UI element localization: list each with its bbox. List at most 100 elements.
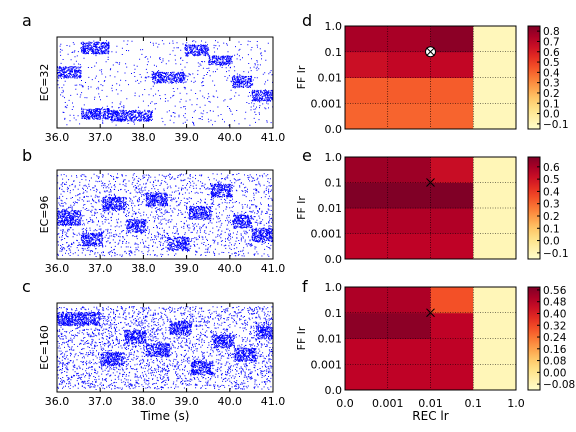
- y-tick-label: 0.0: [325, 253, 343, 266]
- y-tick-label: 0.1: [325, 177, 343, 190]
- y-tick-label: 0.0: [325, 123, 343, 136]
- x-tick-label: 40.0: [218, 131, 243, 144]
- y-axis-label: EC=32: [38, 64, 51, 102]
- colorbar-tick-label: 0.0: [543, 236, 560, 248]
- heatmap-cell: [430, 51, 474, 78]
- heatmap-cell: [430, 287, 474, 314]
- spike-raster: [57, 173, 273, 257]
- colorbar-tick-label: 0.2: [543, 88, 560, 100]
- panel-label: a: [22, 11, 32, 30]
- marker-x: [426, 178, 435, 187]
- heatmap-cell: [345, 233, 389, 260]
- x-tick-label: 41.0: [261, 262, 286, 275]
- colorbar-tick-label: −0.1: [543, 248, 569, 260]
- x-tick-label: 0.0: [336, 397, 354, 410]
- x-tick-label: 1.0: [507, 397, 525, 410]
- spike-raster: [57, 306, 273, 390]
- x-tick-label: 40.0: [218, 262, 243, 275]
- heatmap-cell: [387, 233, 431, 260]
- heatmap-cell: [473, 26, 517, 53]
- heatmap-cell: [473, 51, 517, 78]
- raster-frame: [56, 36, 274, 129]
- spikes: [57, 173, 273, 257]
- raster-frame: [56, 302, 274, 393]
- y-tick-label: 0.01: [318, 202, 343, 215]
- colorbar-tick-label: 0.6: [543, 47, 560, 59]
- x-tick-label: 39.0: [174, 131, 199, 144]
- x-tick-label: 36.0: [45, 262, 70, 275]
- heatmap-cell: [345, 287, 389, 314]
- heatmap-cell: [473, 182, 517, 209]
- heatmap-cell: [473, 77, 517, 104]
- heatmap-cell: [345, 157, 389, 183]
- x-tick-label: 0.1: [465, 397, 483, 410]
- heatmap-cell: [387, 364, 431, 391]
- heatmap-cell: [387, 208, 431, 234]
- colorbar-tick-label: 0.3: [543, 78, 560, 90]
- y-tick-label: 0.001: [311, 228, 343, 241]
- heatmap-cell: [387, 287, 431, 314]
- raster-plot-area: [57, 37, 273, 128]
- heatmap-cell: [387, 157, 431, 183]
- colorbar-tick-label: 0.24: [543, 332, 567, 344]
- colorbar-tick-label: 0.4: [543, 186, 560, 198]
- colorbar-tick-label: 0.40: [543, 308, 566, 320]
- raster-panel-a: 36.0 37.0 38.0 39.0 40.0 41.0 a EC=32: [22, 11, 285, 144]
- heatmap-cell: [473, 364, 517, 391]
- colorbar-tick-label: 0.2: [543, 211, 560, 223]
- y-tick-label: 0.1: [325, 307, 343, 320]
- heatmap-cell: [430, 338, 474, 365]
- y-tick-label: 1.0: [325, 281, 343, 294]
- spike-raster: [57, 40, 273, 126]
- colorbar: [527, 286, 541, 391]
- heatmap-cell: [430, 208, 474, 234]
- x-axis-label: REC lr: [412, 409, 448, 423]
- colorbar-tick-label: 0.32: [543, 320, 566, 332]
- heatmap-cell: [473, 157, 517, 183]
- spikes: [57, 306, 273, 390]
- colorbar-tick-label: 0.3: [543, 199, 560, 211]
- heatmap-cells: [345, 26, 517, 130]
- heatmap-cell: [473, 287, 517, 314]
- heatmap-cell: [430, 312, 474, 339]
- colorbar-tick-label: 0.48: [543, 297, 566, 309]
- y-axis-label: FF lr: [295, 196, 308, 220]
- y-tick-label: 0.001: [311, 97, 343, 110]
- panel-label: b: [22, 146, 32, 165]
- heatmap-cell: [430, 26, 474, 53]
- y-axis-label: EC=96: [38, 196, 51, 234]
- y-axis-label: FF lr: [295, 326, 308, 350]
- x-tick-label: 37.0: [88, 131, 113, 144]
- colorbar-tick-label: 0.00: [543, 367, 566, 379]
- colorbar-tick-label: −0.08: [543, 379, 575, 391]
- colorbar-tick-label: 0.1: [543, 223, 560, 235]
- colorbar-tick-label: 0.4: [543, 67, 560, 79]
- raster-plot-area: [57, 303, 273, 392]
- x-tick-label: 36.0: [45, 395, 70, 408]
- heatmap-cell: [387, 338, 431, 365]
- panel-label: c: [22, 277, 31, 296]
- raster-panel-c: 36.0 37.0 38.0 39.0 40.0 41.0 c EC=160 Time (s): [22, 277, 285, 423]
- heatmap-cells: [345, 287, 517, 391]
- heatmap-cell: [345, 51, 389, 78]
- heatmap-cell: [387, 26, 431, 53]
- x-tick-label: 0.01: [418, 397, 443, 410]
- heatmap-cell: [387, 312, 431, 339]
- y-tick-label: 0.1: [325, 46, 343, 59]
- heatmap-cell: [345, 338, 389, 365]
- y-tick-label: 0.01: [318, 333, 343, 346]
- heatmap-cell: [387, 103, 431, 130]
- y-tick-label: 1.0: [325, 20, 343, 33]
- colorbar-tick-label: 0.6: [543, 162, 560, 174]
- colorbar-tick-label: 0.5: [543, 174, 560, 186]
- heatmap-frame: [344, 156, 517, 260]
- heatmap-cell: [473, 312, 517, 339]
- colorbar-tick-label: −0.1: [543, 119, 569, 131]
- colorbar-tick-label: 0.16: [543, 344, 567, 356]
- x-tick-label: 37.0: [88, 262, 113, 275]
- x-tick-label: 0.001: [372, 397, 404, 410]
- panel-label: f: [302, 277, 308, 296]
- x-tick-label: 38.0: [131, 395, 156, 408]
